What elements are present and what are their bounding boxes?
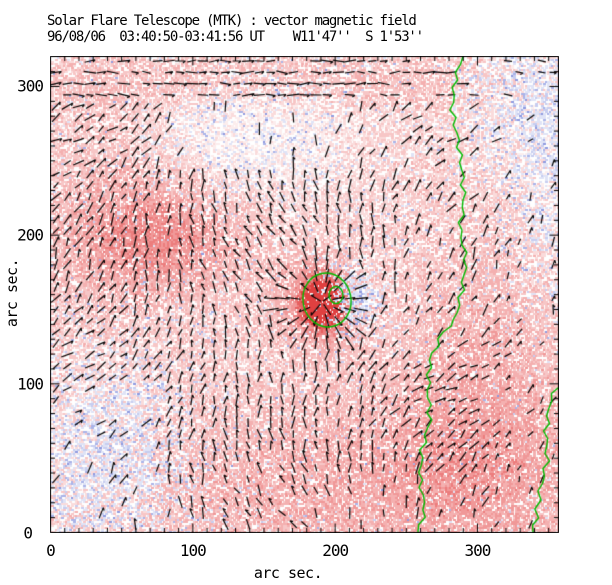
x-tick-label-0: 0 — [46, 541, 56, 560]
y-tick-label-100: 100 — [17, 374, 44, 394]
y-tick-label-0: 0 — [23, 523, 33, 542]
x-tick-label-200: 200 — [322, 541, 349, 560]
y-axis-title: arc sec. — [3, 258, 21, 328]
x-tick-label-100: 100 — [179, 541, 207, 560]
x-tick-label-300: 300 — [464, 541, 492, 560]
x-axis-title: arc sec. — [253, 564, 323, 582]
y-tick-label-300: 300 — [17, 76, 44, 96]
figure-subtitle: 96/08/06 03:40:50-03:41:56 UT W11'47'' S… — [47, 29, 424, 45]
y-tick-label-200: 200 — [17, 225, 44, 245]
figure-title: Solar Flare Telescope (MTK) : vector mag… — [47, 13, 417, 29]
magnetogram-plot-canvas — [50, 56, 559, 533]
